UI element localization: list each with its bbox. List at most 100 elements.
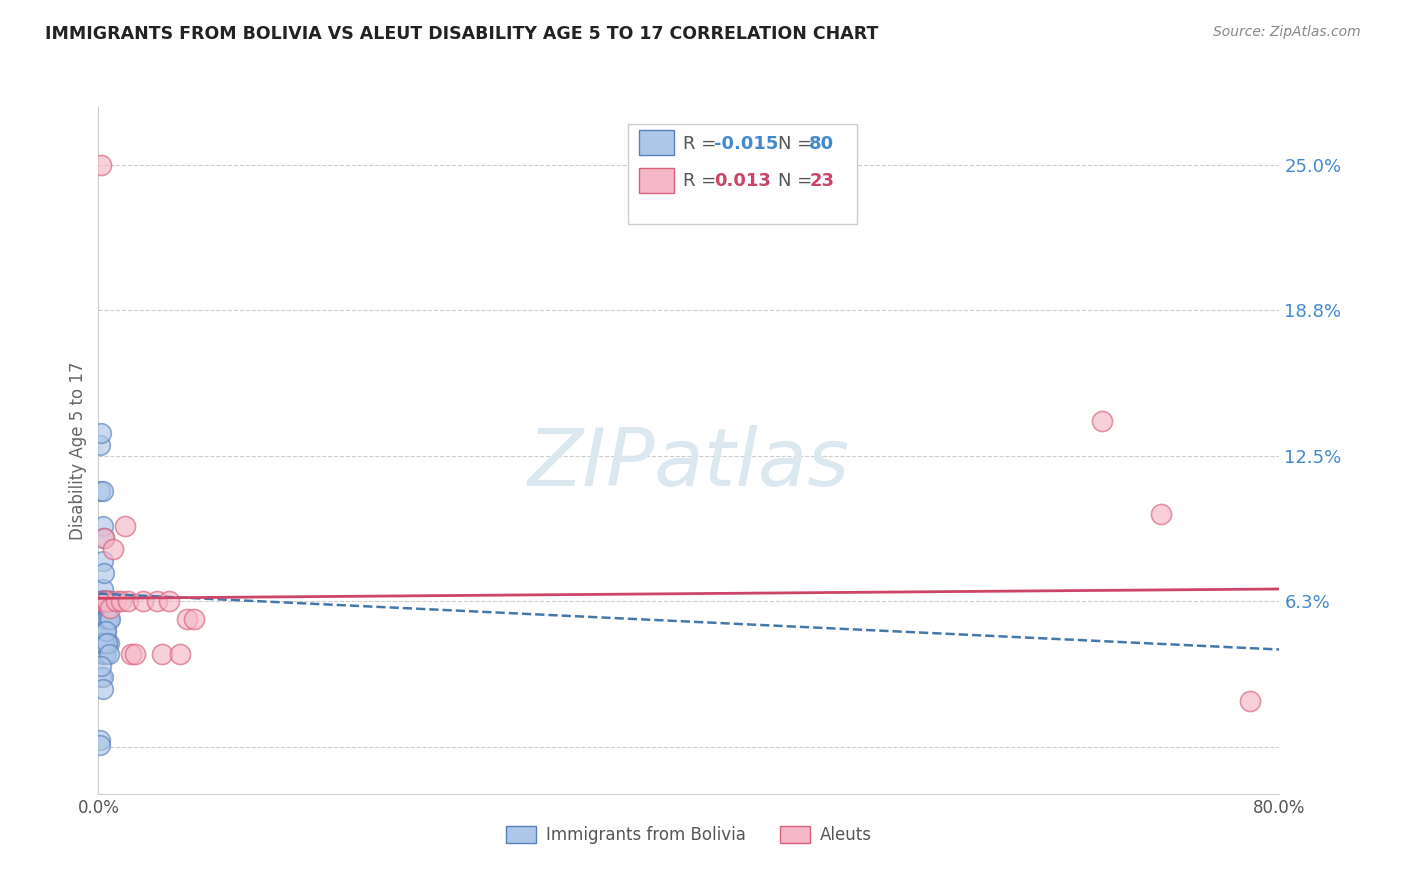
Text: IMMIGRANTS FROM BOLIVIA VS ALEUT DISABILITY AGE 5 TO 17 CORRELATION CHART: IMMIGRANTS FROM BOLIVIA VS ALEUT DISABIL… xyxy=(45,25,879,43)
Point xyxy=(90,593,112,607)
Point xyxy=(89,738,111,752)
Point xyxy=(91,593,114,607)
Point xyxy=(150,647,173,661)
Point xyxy=(90,593,112,607)
Point xyxy=(117,593,139,607)
Point xyxy=(93,566,115,580)
Text: R =: R = xyxy=(683,135,721,153)
Point xyxy=(93,593,115,607)
Point xyxy=(90,658,112,673)
Point xyxy=(98,593,121,607)
Point xyxy=(94,647,117,661)
Point xyxy=(96,593,118,607)
Point xyxy=(93,624,115,638)
Point xyxy=(146,593,169,607)
Point xyxy=(91,593,114,607)
Point xyxy=(124,647,146,661)
Point xyxy=(96,593,118,607)
Point xyxy=(91,682,114,697)
Point xyxy=(91,647,114,661)
Point xyxy=(89,593,111,607)
Point xyxy=(91,593,114,607)
Point xyxy=(114,519,136,533)
Point xyxy=(91,593,114,607)
Point xyxy=(90,612,112,626)
Point xyxy=(90,593,112,607)
Point xyxy=(90,600,112,615)
Point xyxy=(97,647,120,661)
Text: 0.013: 0.013 xyxy=(714,172,770,190)
Point xyxy=(89,593,111,607)
Point xyxy=(91,624,114,638)
Point xyxy=(94,593,117,607)
Point xyxy=(98,600,121,615)
Text: ZIPatlas: ZIPatlas xyxy=(527,425,851,503)
Text: 23: 23 xyxy=(810,172,834,190)
Point xyxy=(169,647,191,661)
Point xyxy=(93,612,115,626)
Point xyxy=(94,593,117,607)
Point xyxy=(89,484,111,499)
Point xyxy=(93,531,115,545)
Point xyxy=(89,733,111,747)
Point xyxy=(94,593,117,607)
Point xyxy=(91,554,114,568)
Point xyxy=(91,593,114,607)
Point xyxy=(98,593,121,607)
Point xyxy=(89,437,111,451)
Point xyxy=(93,647,115,661)
Point xyxy=(90,158,112,172)
Legend: Immigrants from Bolivia, Aleuts: Immigrants from Bolivia, Aleuts xyxy=(499,819,879,851)
Point xyxy=(96,635,118,649)
Point xyxy=(93,593,115,607)
Point xyxy=(91,670,114,684)
Text: Source: ZipAtlas.com: Source: ZipAtlas.com xyxy=(1213,25,1361,39)
Point xyxy=(96,593,118,607)
Point xyxy=(91,593,114,607)
Point xyxy=(91,593,114,607)
Point xyxy=(91,484,114,499)
Point xyxy=(91,593,114,607)
Point xyxy=(97,593,120,607)
Point xyxy=(89,593,111,607)
Y-axis label: Disability Age 5 to 17: Disability Age 5 to 17 xyxy=(69,361,87,540)
Point xyxy=(183,612,205,626)
Point xyxy=(91,582,114,596)
Point xyxy=(110,593,132,607)
Point xyxy=(157,593,180,607)
Point xyxy=(94,600,117,615)
Point xyxy=(90,593,112,607)
Point xyxy=(97,593,120,607)
Point xyxy=(94,593,117,607)
Point xyxy=(176,612,198,626)
Point xyxy=(98,612,121,626)
Point xyxy=(105,593,128,607)
Text: 80: 80 xyxy=(810,135,834,153)
Point xyxy=(96,593,118,607)
Point xyxy=(90,593,112,607)
Point xyxy=(90,593,112,607)
Point xyxy=(90,670,112,684)
Point xyxy=(94,624,117,638)
Point xyxy=(94,624,117,638)
Point xyxy=(93,593,115,607)
Point xyxy=(1150,508,1173,522)
Text: R =: R = xyxy=(683,172,727,190)
Point xyxy=(93,531,115,545)
Point xyxy=(103,542,125,557)
Point xyxy=(97,635,120,649)
Text: -0.015: -0.015 xyxy=(714,135,778,153)
Point xyxy=(132,593,155,607)
Point xyxy=(90,593,112,607)
Point xyxy=(96,600,118,615)
Point xyxy=(91,600,114,615)
Point xyxy=(97,593,120,607)
Point xyxy=(1239,694,1261,708)
Point xyxy=(94,593,117,607)
Point xyxy=(97,593,120,607)
Point xyxy=(96,612,118,626)
Point xyxy=(90,593,112,607)
Point xyxy=(96,635,118,649)
Point xyxy=(90,593,112,607)
Point xyxy=(93,635,115,649)
